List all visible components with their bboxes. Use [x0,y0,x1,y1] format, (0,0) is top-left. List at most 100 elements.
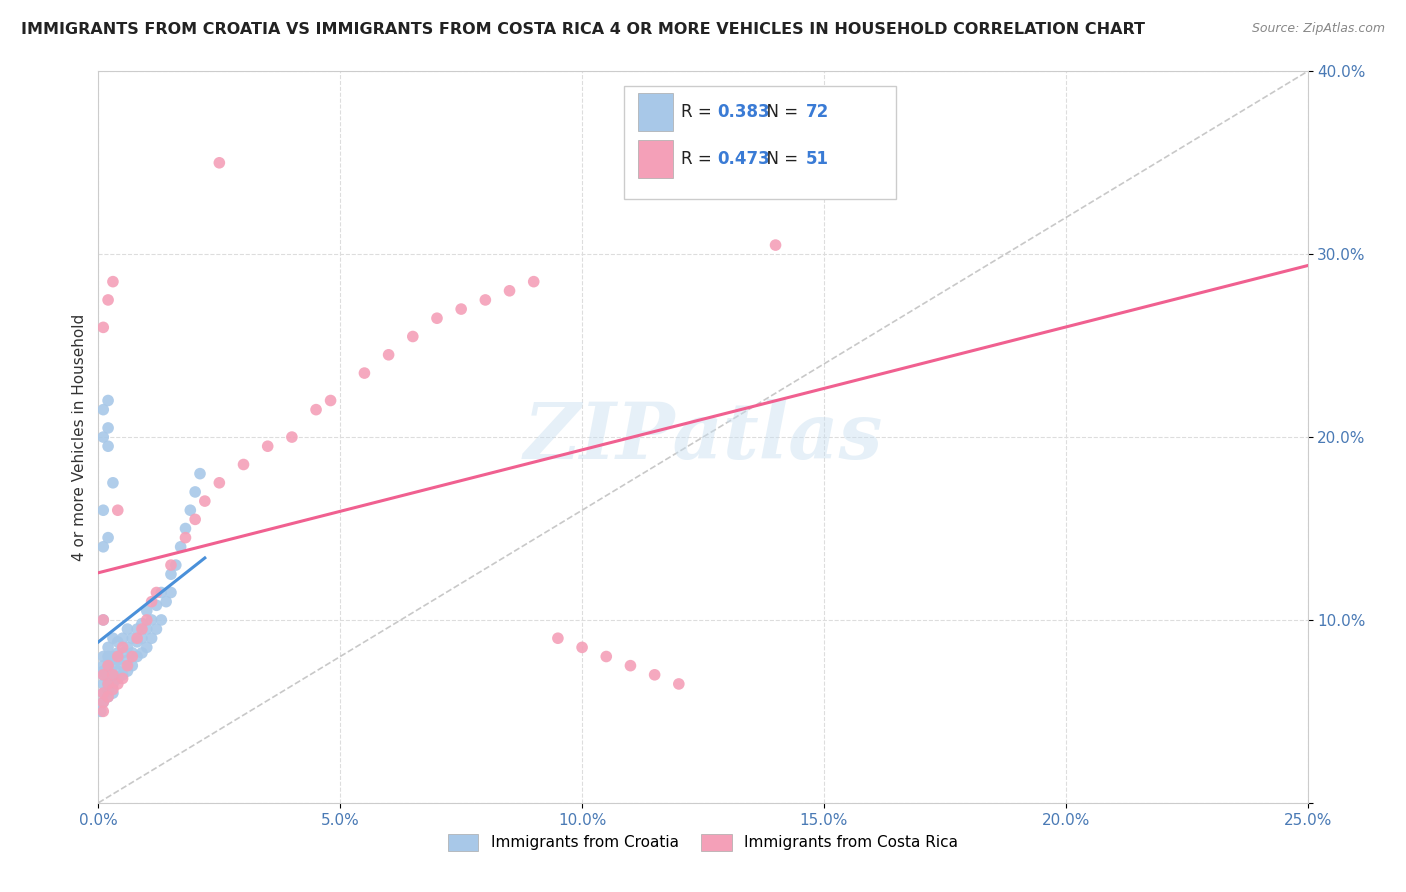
Point [145,585,167,599]
Point [97,672,120,686]
Text: 0.383: 0.383 [717,103,770,121]
Point [111,646,134,660]
Point [91,503,114,517]
Point [117,664,139,678]
Point [523,275,546,289]
Point [97,677,120,691]
Point [97,664,120,678]
Point [402,329,425,343]
Point [155,594,177,608]
Text: 51: 51 [806,150,828,168]
Point [101,475,124,490]
Point [232,458,254,472]
Point [256,439,278,453]
Point [353,366,375,380]
Point [97,658,120,673]
Point [107,653,129,667]
Text: N =: N = [756,150,804,168]
Point [174,531,197,545]
Point [121,658,143,673]
Point [644,667,666,681]
Point [117,622,139,636]
Point [91,695,114,709]
Point [90,705,112,719]
Point [97,682,120,697]
Point [174,521,197,535]
Point [91,667,114,681]
Point [101,667,124,681]
Text: R =: R = [682,103,717,121]
Point [91,677,114,691]
Point [101,658,124,673]
Point [160,567,183,582]
Point [135,622,157,636]
Point [169,540,191,554]
Point [208,475,231,490]
Point [474,293,496,307]
Point [107,664,129,678]
Point [127,649,149,664]
Point [101,686,124,700]
Point [160,585,183,599]
Text: Source: ZipAtlas.com: Source: ZipAtlas.com [1251,22,1385,36]
Point [107,677,129,691]
Point [91,667,114,681]
Point [145,599,167,613]
Point [101,677,124,691]
Point [91,613,114,627]
Point [111,640,134,655]
Point [97,690,120,704]
Text: IMMIGRANTS FROM CROATIA VS IMMIGRANTS FROM COSTA RICA 4 OR MORE VEHICLES IN HOUS: IMMIGRANTS FROM CROATIA VS IMMIGRANTS FR… [21,22,1144,37]
Point [571,640,593,655]
Point [131,646,153,660]
Point [107,503,129,517]
Point [91,430,114,444]
Point [111,672,134,686]
Y-axis label: 4 or more Vehicles in Household: 4 or more Vehicles in Household [72,313,87,561]
Point [141,594,163,608]
Point [97,677,120,691]
Point [595,649,617,664]
Point [319,393,342,408]
Point [141,613,163,627]
Point [91,540,114,554]
Legend: Immigrants from Croatia, Immigrants from Costa Rica: Immigrants from Croatia, Immigrants from… [441,828,965,857]
Point [101,667,124,681]
Point [91,320,114,334]
Point [97,421,120,435]
Point [131,616,153,631]
Point [91,686,114,700]
Point [426,311,449,326]
Point [91,695,114,709]
Text: N =: N = [756,103,804,121]
FancyBboxPatch shape [638,140,673,178]
Text: ZIPatlas: ZIPatlas [523,399,883,475]
Point [91,649,114,664]
Point [107,646,129,660]
Point [127,635,149,649]
Point [111,632,134,646]
Point [91,402,114,417]
Point [117,653,139,667]
Point [127,632,149,646]
Point [107,635,129,649]
Point [547,632,569,646]
Point [97,393,120,408]
Point [194,494,217,508]
Point [111,667,134,681]
Point [97,293,120,307]
Text: 72: 72 [806,103,830,121]
Point [91,705,114,719]
Point [91,613,114,627]
Point [91,664,114,678]
Point [97,649,120,664]
Point [121,632,143,646]
Point [107,649,129,664]
Point [498,284,520,298]
FancyBboxPatch shape [638,94,673,131]
Point [377,348,399,362]
Point [165,558,187,573]
Point [127,622,149,636]
Point [101,649,124,664]
Point [150,585,173,599]
